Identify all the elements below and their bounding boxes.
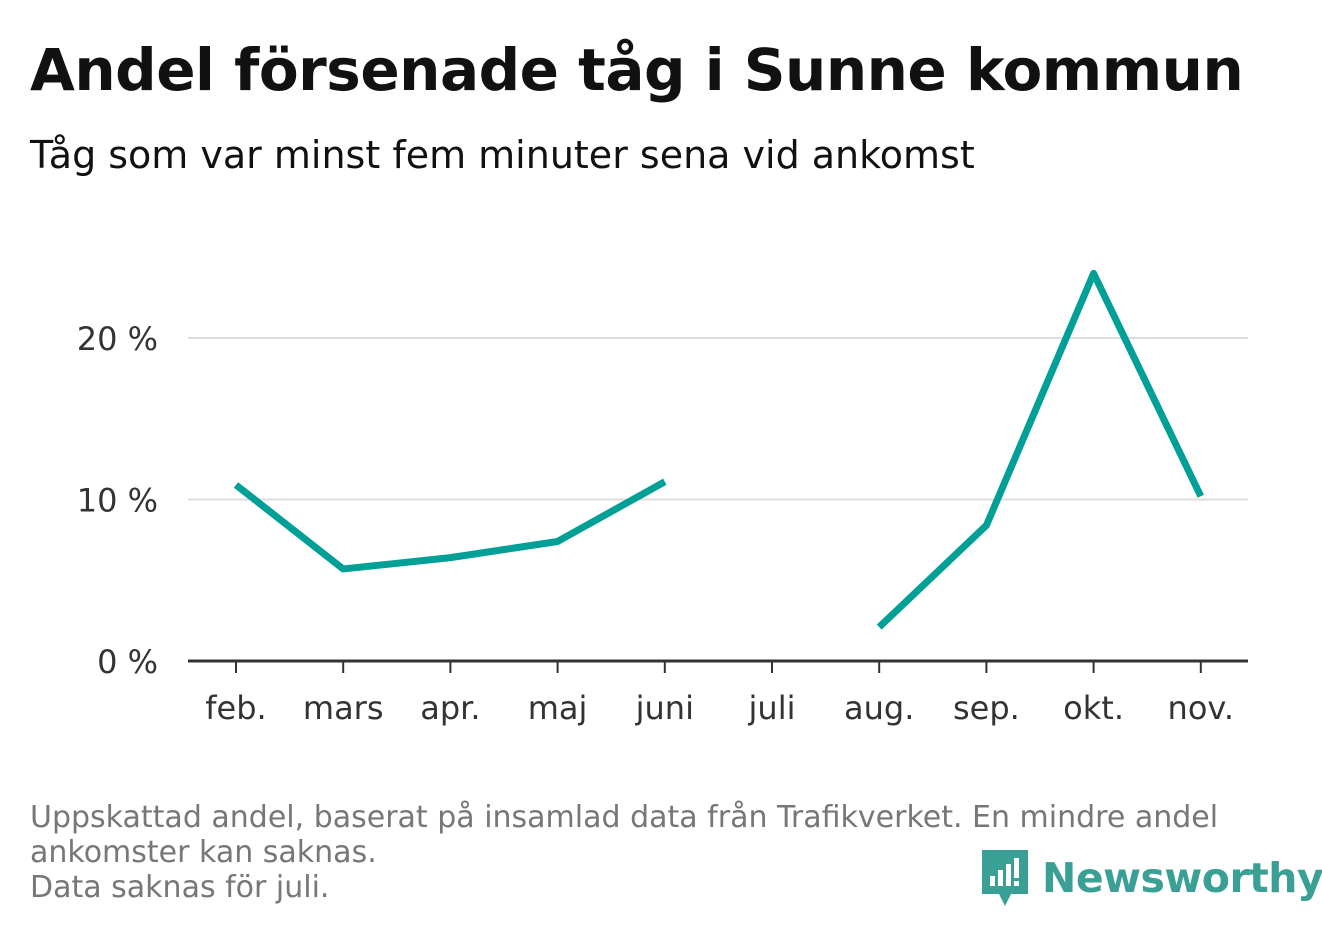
brand-logo: Newsworthy bbox=[980, 848, 1322, 908]
x-tick-label: nov. bbox=[1168, 689, 1234, 727]
x-tick-label: juni bbox=[635, 689, 694, 727]
x-tick-label: sep. bbox=[953, 689, 1020, 727]
x-tick-label: feb. bbox=[205, 689, 266, 727]
y-axis-labels: 0 % 10 % 20 % bbox=[77, 320, 158, 681]
brand-name: Newsworthy bbox=[1042, 854, 1322, 902]
series-lines bbox=[233, 269, 1204, 630]
footnote-line: Uppskattad andel, baserat på insamlad da… bbox=[30, 800, 1219, 835]
line-chart: 0 % 10 % 20 % feb. mars apr. maj juni juli aug. s… bbox=[77, 269, 1248, 727]
x-tick-label: aug. bbox=[844, 689, 914, 727]
series-line bbox=[876, 269, 1204, 630]
series-line bbox=[233, 478, 667, 573]
x-axis bbox=[188, 659, 1248, 673]
y-tick-label: 0 % bbox=[97, 643, 158, 681]
x-tick-label: apr. bbox=[420, 689, 480, 727]
y-tick-label: 10 % bbox=[77, 482, 158, 520]
x-tick-label: juli bbox=[748, 689, 796, 727]
x-tick-label: mars bbox=[303, 689, 384, 727]
footnote-line: Data saknas för juli. bbox=[30, 870, 330, 905]
gridlines bbox=[188, 337, 1248, 501]
x-tick-label: maj bbox=[528, 689, 588, 727]
footnote: Uppskattad andel, baserat på insamlad da… bbox=[30, 800, 1280, 905]
newsworthy-logo-icon bbox=[982, 850, 1028, 906]
chart-subtitle: Tåg som var minst fem minuter sena vid a… bbox=[30, 133, 975, 177]
chart-title: Andel försenade tåg i Sunne kommun bbox=[30, 36, 1244, 104]
y-tick-label: 20 % bbox=[77, 320, 158, 358]
x-axis-labels: feb. mars apr. maj juni juli aug. sep. okt. nov. bbox=[205, 689, 1234, 727]
x-tick-label: okt. bbox=[1063, 689, 1124, 727]
footnote-line: ankomster kan saknas. bbox=[30, 835, 377, 870]
